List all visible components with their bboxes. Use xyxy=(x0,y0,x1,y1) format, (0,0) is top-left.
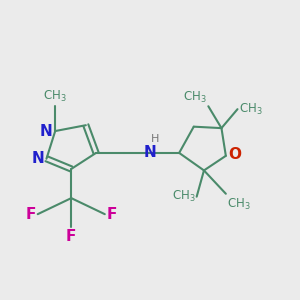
Text: CH$_3$: CH$_3$ xyxy=(44,89,67,104)
Text: CH$_3$: CH$_3$ xyxy=(227,197,251,212)
Text: CH$_3$: CH$_3$ xyxy=(183,90,207,105)
Text: CH$_3$: CH$_3$ xyxy=(239,102,263,117)
Text: N: N xyxy=(32,151,44,166)
Text: O: O xyxy=(228,147,241,162)
Text: CH$_3$: CH$_3$ xyxy=(172,189,195,204)
Text: H: H xyxy=(151,134,159,144)
Text: F: F xyxy=(66,229,76,244)
Text: N: N xyxy=(40,124,53,139)
Text: F: F xyxy=(26,207,36,222)
Text: F: F xyxy=(106,207,117,222)
Text: N: N xyxy=(144,146,156,160)
